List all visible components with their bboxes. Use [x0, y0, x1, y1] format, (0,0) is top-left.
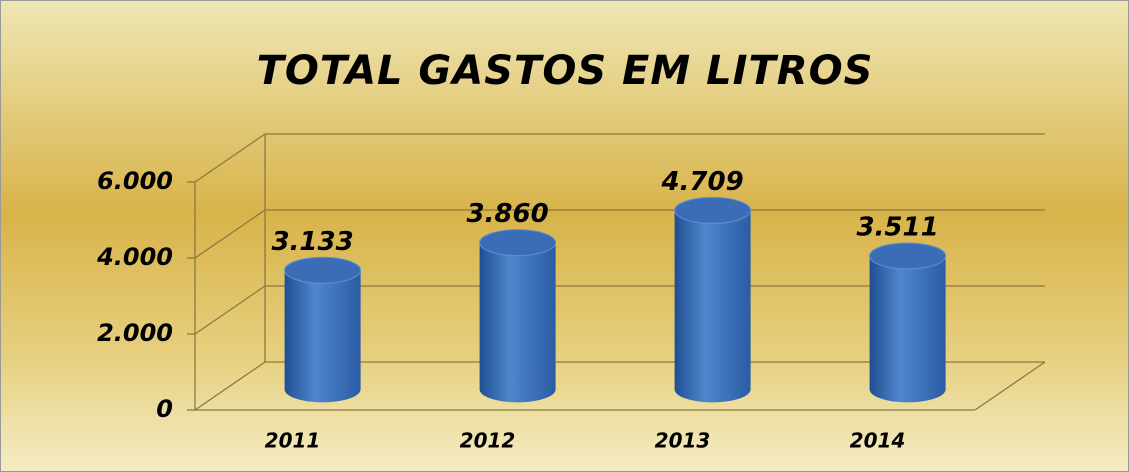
cylinder-top: [674, 196, 752, 224]
y-tick-label: 4.000: [96, 243, 173, 271]
value-label: 3.860: [466, 199, 548, 229]
cylinder-top: [869, 242, 947, 270]
y-tick-label: 2.000: [97, 319, 173, 347]
cylinder-top: [284, 256, 362, 284]
grid-line: [194, 361, 266, 411]
value-label: 3.133: [271, 227, 353, 257]
grid-line: [194, 133, 266, 183]
x-tick-label: 2013: [655, 429, 711, 453]
grid-line: [194, 209, 266, 259]
cylinder: [479, 242, 556, 403]
value-label: 4.709: [660, 167, 743, 197]
cylinder: [869, 255, 946, 403]
x-tick-label: 2012: [460, 429, 516, 453]
x-tick-label: 2011: [265, 429, 321, 453]
cylinder-top: [479, 229, 557, 257]
cylinder: [674, 210, 751, 403]
x-tick-label: 2014: [850, 429, 906, 453]
axis-line: [974, 361, 1046, 411]
y-tick-label: 6.000: [97, 167, 173, 195]
grid-line: [194, 285, 266, 335]
y-tick-label: 0: [156, 395, 173, 423]
chart-title: TOTAL GASTOS EM LITROS: [257, 48, 874, 94]
value-label: 3.511: [856, 212, 938, 242]
cylinder: [284, 270, 361, 403]
